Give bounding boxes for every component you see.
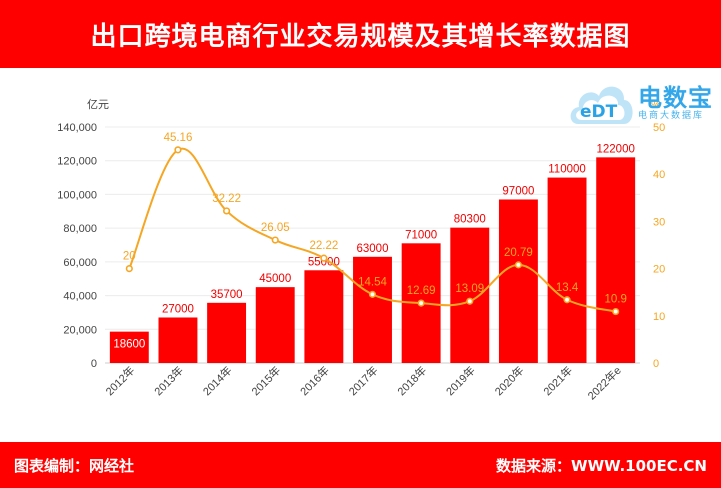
line-value-label: 12.69 bbox=[407, 285, 436, 297]
y-tick-label: 40,000 bbox=[63, 291, 97, 303]
logo-brand: 电数宝 bbox=[638, 84, 713, 112]
y2-axis-unit: % bbox=[651, 99, 661, 111]
line-point bbox=[271, 236, 279, 244]
bar-value-label: 45000 bbox=[259, 273, 291, 285]
line-value-label: 45.16 bbox=[164, 132, 193, 144]
x-tick-label: 2017年 bbox=[346, 363, 381, 398]
line-point bbox=[466, 297, 474, 305]
line-value-label: 13.09 bbox=[455, 283, 484, 295]
bar-value-label: 71000 bbox=[405, 229, 437, 241]
bar-value-label: 97000 bbox=[502, 185, 534, 197]
y2-tick-label: 50 bbox=[653, 122, 665, 134]
bar-value-label: 122000 bbox=[596, 143, 634, 155]
line-value-label: 10.9 bbox=[604, 294, 626, 306]
line-point bbox=[174, 146, 182, 154]
line-value-label: 13.4 bbox=[556, 282, 579, 294]
line-value-label: 20.79 bbox=[504, 247, 533, 259]
y-tick-label: 120,000 bbox=[57, 156, 97, 168]
logo-mark-text: eDT bbox=[580, 102, 618, 122]
growth-rate-line bbox=[128, 147, 616, 313]
logo: eDT 电数宝 电商大数据库 bbox=[568, 72, 718, 134]
line-point bbox=[125, 265, 133, 273]
y2-tick-label: 40 bbox=[653, 169, 665, 181]
line-point bbox=[612, 307, 620, 316]
y2-tick-label: 20 bbox=[653, 264, 665, 276]
line-point bbox=[514, 261, 523, 269]
x-tick-label: 2022年e bbox=[584, 363, 623, 402]
bar bbox=[596, 157, 636, 363]
line-point bbox=[417, 299, 425, 307]
footer-compiled-by: 图表编制：网经社 bbox=[14, 457, 135, 475]
y2-tick-label: 0 bbox=[653, 358, 659, 370]
y-tick-label: 80,000 bbox=[63, 223, 97, 235]
bar bbox=[158, 317, 198, 363]
line-value-label: 32.22 bbox=[212, 193, 241, 205]
bar-value-label: 55000 bbox=[308, 256, 340, 268]
line-value-label: 26.05 bbox=[261, 222, 290, 234]
footer-data-source: 数据来源：WWW.100EC.CN bbox=[496, 457, 707, 475]
bar bbox=[304, 270, 344, 363]
bar bbox=[207, 302, 247, 363]
bar bbox=[353, 256, 392, 363]
cloud-logo-icon bbox=[570, 86, 633, 124]
y-tick-label: 140,000 bbox=[57, 122, 97, 134]
x-tick-label: 2014年 bbox=[200, 363, 235, 398]
x-tick-label: 2020年 bbox=[492, 363, 527, 398]
bar-value-label: 110000 bbox=[548, 164, 586, 176]
line-point bbox=[368, 290, 377, 298]
line-value-label: 22.22 bbox=[309, 240, 338, 252]
x-tick-label: 2012年 bbox=[102, 363, 137, 398]
bar-value-label: 80300 bbox=[454, 214, 486, 226]
bar-value-label: 27000 bbox=[162, 303, 194, 315]
x-tick-label: 2015年 bbox=[248, 363, 283, 398]
footer-banner: 图表编制：网经社 数据来源：WWW.100EC.CN bbox=[0, 442, 721, 488]
y-tick-label: 20,000 bbox=[63, 324, 97, 336]
line-point bbox=[563, 296, 571, 304]
y2-tick-label: 10 bbox=[653, 311, 665, 323]
x-tick-label: 2019年 bbox=[443, 363, 478, 398]
bar bbox=[498, 199, 538, 363]
y-tick-label: 0 bbox=[91, 358, 97, 370]
line-point bbox=[222, 207, 231, 215]
y2-tick-label: 30 bbox=[653, 216, 665, 228]
bar bbox=[547, 177, 587, 363]
line-point bbox=[320, 254, 328, 262]
y-tick-label: 60,000 bbox=[63, 257, 97, 269]
bar bbox=[450, 227, 490, 363]
x-tick-label: 2021年 bbox=[540, 363, 575, 398]
x-tick-label: 2018年 bbox=[394, 363, 429, 398]
x-tick-label: 2016年 bbox=[297, 363, 332, 398]
header-banner: 出口跨境电商行业交易规模及其增长率数据图 bbox=[0, 0, 721, 68]
x-tick-label: 2013年 bbox=[151, 363, 186, 398]
line-value-label: 20 bbox=[123, 251, 136, 263]
y-tick-label: 100,000 bbox=[57, 189, 97, 201]
bar-value-label: 35700 bbox=[211, 289, 243, 301]
bar-value-label: 18600 bbox=[113, 339, 145, 351]
bar bbox=[109, 331, 149, 363]
page-title: 出口跨境电商行业交易规模及其增长率数据图 bbox=[90, 21, 631, 52]
line-value-label: 14.54 bbox=[358, 276, 387, 288]
bar bbox=[255, 287, 295, 363]
logo-subtitle: 电商大数据库 bbox=[638, 111, 705, 121]
bar-value-label: 63000 bbox=[357, 243, 389, 255]
y-axis-unit: 亿元 bbox=[87, 98, 109, 111]
